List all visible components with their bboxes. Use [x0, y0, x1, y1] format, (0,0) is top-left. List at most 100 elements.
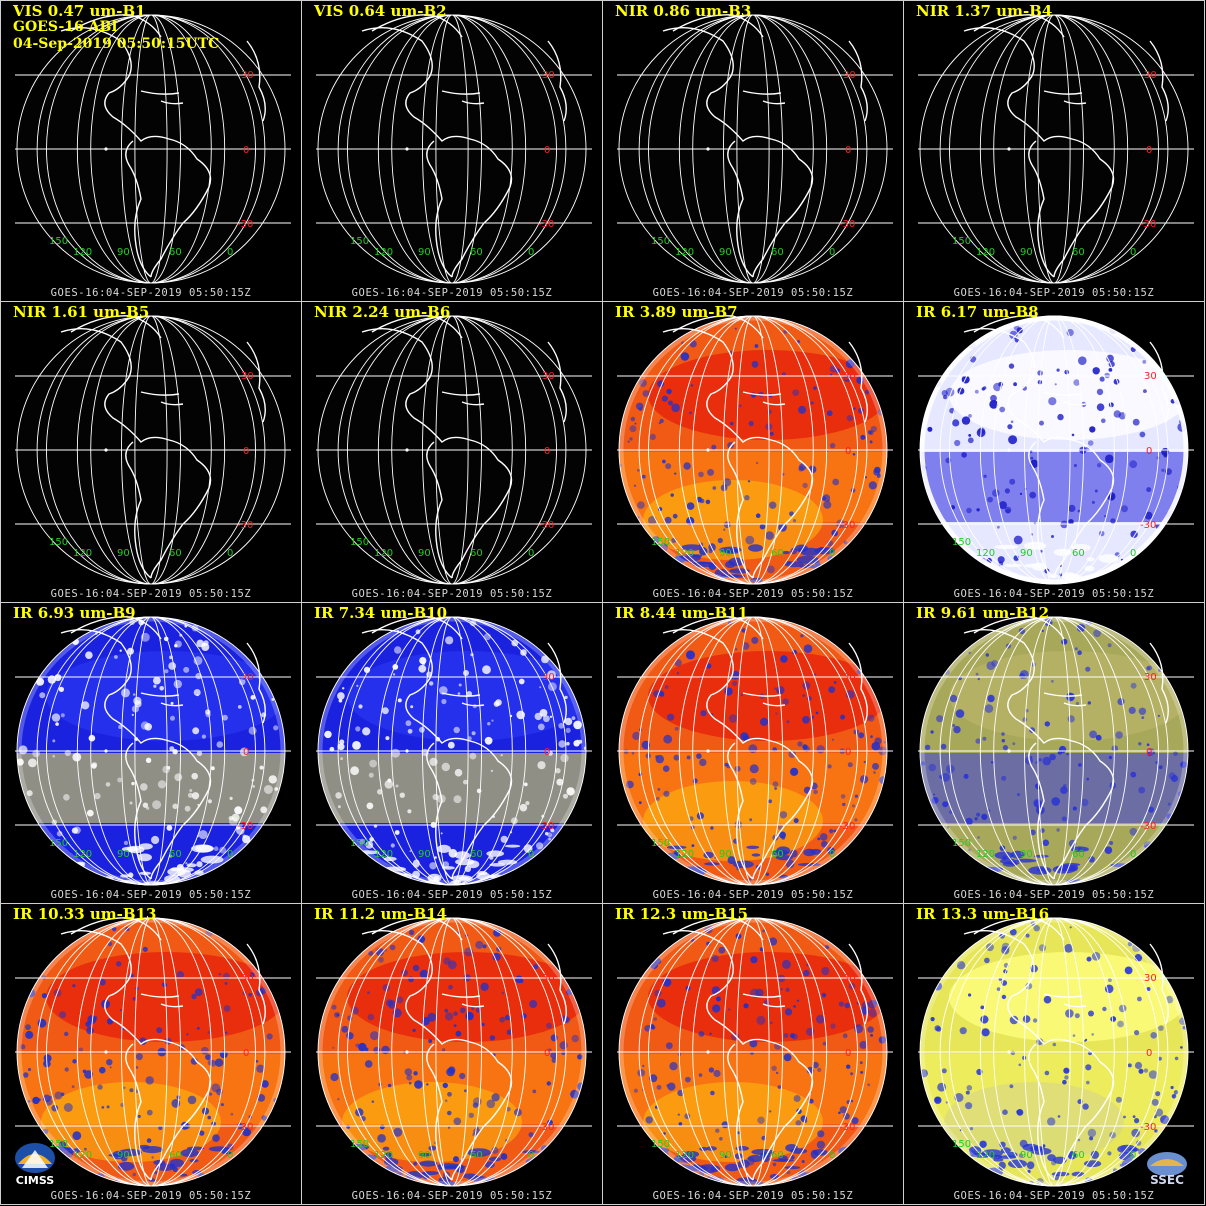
longitude-label: 90 [117, 849, 130, 860]
latitude-label: 0 [544, 446, 550, 457]
band-panel: 30 0 -30 150 120 90 60 0 IR 12.3 um-B15 GOES-16:0… [602, 903, 904, 1205]
latitude-label: -30 [1140, 1122, 1156, 1133]
longitude-label: 60 [169, 849, 182, 860]
longitude-label: 60 [470, 849, 483, 860]
globe-image: 30 0 -30 150 120 90 60 0 [15, 616, 291, 886]
band-label: VIS 0.64 um-B2 [314, 2, 447, 20]
graticule [918, 14, 1194, 284]
longitude-label: 0 [1130, 247, 1136, 258]
graticule [617, 616, 893, 886]
longitude-label: 120 [73, 548, 92, 559]
longitude-label: 150 [651, 838, 670, 849]
latitude-label: 0 [845, 1048, 851, 1059]
band-label: IR 13.3 um-B16 [916, 905, 1050, 923]
longitude-label: 60 [470, 548, 483, 559]
globe-image: 30 0 -30 150 120 90 60 0 [918, 315, 1194, 585]
longitude-label: 90 [418, 849, 431, 860]
panel-footer-timestamp: GOES-16:04-SEP-2019 05:50:15Z [50, 588, 252, 600]
longitude-label: 60 [771, 548, 784, 559]
coastlines [361, 14, 567, 278]
panel-footer-timestamp: GOES-16:04-SEP-2019 05:50:15Z [652, 588, 854, 600]
longitude-label: 150 [49, 537, 68, 548]
longitude-label: 60 [771, 1150, 784, 1161]
band-label: IR 11.2 um-B14 [314, 905, 448, 923]
latitude-label: 0 [243, 747, 249, 758]
panel-footer-timestamp: GOES-16:04-SEP-2019 05:50:15Z [652, 287, 854, 299]
longitude-label: 120 [374, 247, 393, 258]
longitude-label: 0 [1130, 1150, 1136, 1161]
latitude-label: 0 [1146, 747, 1152, 758]
longitude-label: 150 [952, 537, 971, 548]
longitude-label: 150 [651, 236, 670, 247]
longitude-label: 0 [1130, 849, 1136, 860]
band-label: IR 9.61 um-B12 [916, 604, 1050, 622]
longitude-label: 150 [49, 236, 68, 247]
graticule [617, 917, 893, 1187]
band-panel: 30 0 -30 150 120 90 60 0 IR 3.89 um-B7 GOES-16:04… [602, 301, 904, 603]
scan-timestamp: 04-Sep-2019 05:50:15UTC [13, 36, 220, 52]
coastlines [60, 14, 266, 278]
longitude-label: 120 [73, 247, 92, 258]
latitude-label: -30 [1140, 821, 1156, 832]
longitude-label: 150 [49, 838, 68, 849]
graticule [918, 917, 1194, 1187]
latitude-label: 0 [1146, 145, 1152, 156]
latitude-label: 0 [544, 747, 550, 758]
latitude-label: 30 [843, 973, 856, 984]
band-label: IR 6.17 um-B8 [916, 303, 1039, 321]
latitude-label: -30 [237, 520, 253, 531]
band-panel: 30 0 -30 150 120 90 60 0 NIR 1.37 um-B4 GOES-16:0… [903, 0, 1205, 302]
globe-image: 30 0 -30 150 120 90 60 0 [918, 14, 1194, 284]
graticule [316, 315, 592, 585]
longitude-label: 120 [374, 849, 393, 860]
band-panel: 30 0 -30 150 120 90 60 0 NIR 0.86 um-B3 GOES-16:0… [602, 0, 904, 302]
latitude-label: 30 [542, 973, 555, 984]
ssec-logo: SSEC [1140, 1150, 1194, 1188]
coastlines [361, 917, 567, 1181]
panel-footer-timestamp: GOES-16:04-SEP-2019 05:50:15Z [652, 1190, 854, 1202]
longitude-label: 120 [675, 548, 694, 559]
globe-image: 30 0 -30 150 120 90 60 0 [15, 14, 291, 284]
latitude-label: 0 [1146, 446, 1152, 457]
longitude-label: 60 [1072, 1150, 1085, 1161]
longitude-label: 90 [719, 548, 732, 559]
longitude-label: 0 [1130, 548, 1136, 559]
longitude-label: 90 [117, 1150, 130, 1161]
graticule [15, 14, 291, 284]
longitude-label: 0 [829, 548, 835, 559]
globe-image: 30 0 -30 150 120 90 60 0 [918, 917, 1194, 1187]
latitude-label: -30 [237, 219, 253, 230]
longitude-label: 150 [350, 236, 369, 247]
coastlines [662, 917, 868, 1181]
coastlines [963, 616, 1169, 880]
globe-image: 30 0 -30 150 120 90 60 0 [617, 917, 893, 1187]
panel-footer-timestamp: GOES-16:04-SEP-2019 05:50:15Z [351, 889, 553, 901]
longitude-label: 0 [227, 849, 233, 860]
latitude-label: 0 [544, 1048, 550, 1059]
longitude-label: 0 [829, 1150, 835, 1161]
latitude-label: 30 [843, 371, 856, 382]
latitude-label: 30 [1144, 973, 1157, 984]
longitude-label: 0 [829, 247, 835, 258]
graticule [15, 917, 291, 1187]
longitude-label: 90 [418, 1150, 431, 1161]
longitude-label: 150 [952, 236, 971, 247]
longitude-label: 0 [528, 247, 534, 258]
globe-image: 30 0 -30 150 120 90 60 0 [316, 14, 592, 284]
latitude-label: -30 [1140, 520, 1156, 531]
graticule [15, 315, 291, 585]
panel-footer-timestamp: GOES-16:04-SEP-2019 05:50:15Z [351, 1190, 553, 1202]
band-label: NIR 0.86 um-B3 [615, 2, 752, 20]
longitude-label: 120 [976, 849, 995, 860]
band-panel: 30 0 -30 150 120 90 60 0 NIR 2.24 um-B6 GOES-16:0… [301, 301, 603, 603]
latitude-label: -30 [538, 1122, 554, 1133]
globe-image: 30 0 -30 150 120 90 60 0 [316, 917, 592, 1187]
longitude-label: 120 [976, 247, 995, 258]
longitude-label: 90 [418, 548, 431, 559]
longitude-label: 90 [719, 247, 732, 258]
longitude-label: 60 [771, 247, 784, 258]
coastlines [662, 315, 868, 579]
panel-footer-timestamp: GOES-16:04-SEP-2019 05:50:15Z [50, 1190, 252, 1202]
panel-footer-timestamp: GOES-16:04-SEP-2019 05:50:15Z [953, 287, 1155, 299]
